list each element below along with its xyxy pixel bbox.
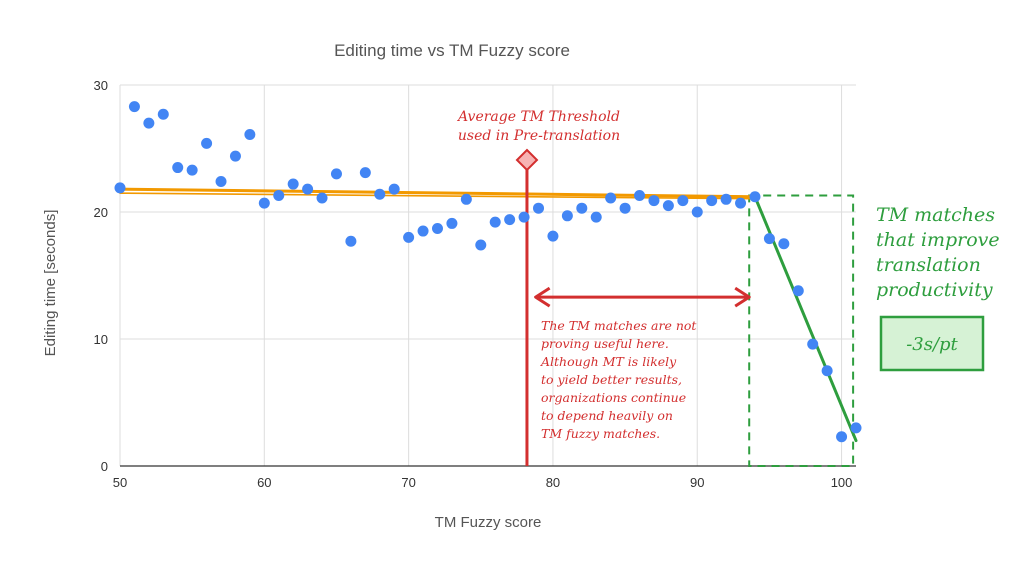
data-point: [388, 183, 400, 195]
data-point: [143, 117, 155, 129]
data-point: [359, 167, 371, 179]
data-point: [547, 230, 559, 242]
range-arrow-right-head: [734, 286, 751, 308]
x-tick-label: 80: [546, 475, 560, 490]
data-point: [157, 108, 169, 120]
annotation-labels: Average TM Threshold used in Pre-translat…: [456, 109, 1000, 441]
data-point: [273, 189, 285, 201]
data-point: [749, 191, 761, 203]
y-axis-label: Editing time [seconds]: [42, 210, 59, 357]
data-point: [648, 195, 660, 207]
improve-note: productivity: [876, 279, 993, 301]
data-point: [316, 192, 328, 204]
data-point: [287, 178, 299, 190]
data-point: [215, 176, 227, 188]
x-tick-label: 90: [690, 475, 704, 490]
data-point: [128, 101, 140, 113]
data-point: [201, 137, 213, 149]
data-point: [489, 216, 501, 228]
data-point: [662, 200, 674, 212]
data-point: [619, 202, 631, 214]
data-point: [475, 239, 487, 251]
data-point: [244, 129, 256, 141]
chart-title: Editing time vs TM Fuzzy score: [334, 41, 570, 60]
data-point: [533, 202, 545, 214]
y-axis-ticks: 0 10 20 30: [94, 78, 108, 474]
x-tick-label: 70: [401, 475, 415, 490]
data-point: [792, 285, 804, 297]
badge-label: -3s/pt: [906, 334, 958, 355]
data-point: [850, 422, 862, 434]
data-point: [330, 168, 342, 180]
data-point: [460, 193, 472, 205]
x-axis-ticks: 50 60 70 80 90 100: [113, 475, 853, 490]
data-point: [345, 235, 357, 247]
data-point: [778, 238, 790, 250]
improve-note: that improve: [876, 229, 1000, 251]
data-point: [186, 164, 198, 176]
improve-note: TM matches: [876, 204, 995, 226]
data-point: [561, 210, 573, 222]
data-point: [807, 338, 819, 350]
data-point: [504, 214, 516, 226]
data-point: [302, 183, 314, 195]
trendline-flat: [118, 187, 757, 199]
highlight-box: [748, 194, 855, 468]
data-point: [374, 188, 386, 200]
data-point: [229, 150, 241, 162]
threshold-label: used in Pre-translation: [458, 128, 620, 144]
range-note: proving useful here.: [541, 336, 669, 351]
x-axis-label: TM Fuzzy score: [435, 514, 542, 531]
data-point: [518, 211, 530, 223]
grid: [119, 84, 856, 467]
data-point: [821, 365, 833, 377]
data-point: [590, 211, 602, 223]
range-note: to depend heavily on: [541, 408, 673, 423]
data-point: [706, 195, 718, 207]
y-tick-label: 20: [94, 205, 108, 220]
y-tick-label: 10: [94, 332, 108, 347]
threshold-label: Average TM Threshold: [456, 109, 620, 125]
data-point: [691, 206, 703, 218]
data-point: [735, 197, 747, 209]
data-point: [634, 189, 646, 201]
range-note: The TM matches are not: [541, 318, 697, 333]
data-point: [417, 225, 429, 237]
x-tick-label: 100: [831, 475, 853, 490]
data-point: [431, 223, 443, 235]
data-point: [720, 193, 732, 205]
y-tick-label: 0: [101, 459, 108, 474]
improve-note: translation: [876, 254, 981, 276]
y-tick-label: 30: [94, 78, 108, 93]
range-note: TM fuzzy matches.: [541, 426, 660, 441]
range-arrow-left-head: [534, 286, 551, 308]
data-point: [172, 162, 184, 174]
x-tick-label: 50: [113, 475, 127, 490]
data-point: [677, 195, 689, 207]
range-note: organizations continue: [541, 390, 686, 405]
range-note: to yield better results,: [541, 372, 682, 387]
range-note: Although MT is likely: [540, 354, 677, 369]
data-point: [258, 197, 270, 209]
data-point: [403, 231, 415, 243]
data-point: [114, 182, 126, 194]
data-point: [836, 431, 848, 443]
x-tick-label: 60: [257, 475, 271, 490]
annotation-overlays: [118, 148, 858, 468]
data-points: [114, 101, 862, 443]
badge-box: [879, 315, 985, 372]
data-point: [763, 233, 775, 245]
threshold-marker: [515, 148, 539, 172]
data-point: [576, 202, 588, 214]
trendline-flat-sketch: [119, 192, 756, 200]
data-point: [605, 192, 617, 204]
data-point: [446, 217, 458, 229]
